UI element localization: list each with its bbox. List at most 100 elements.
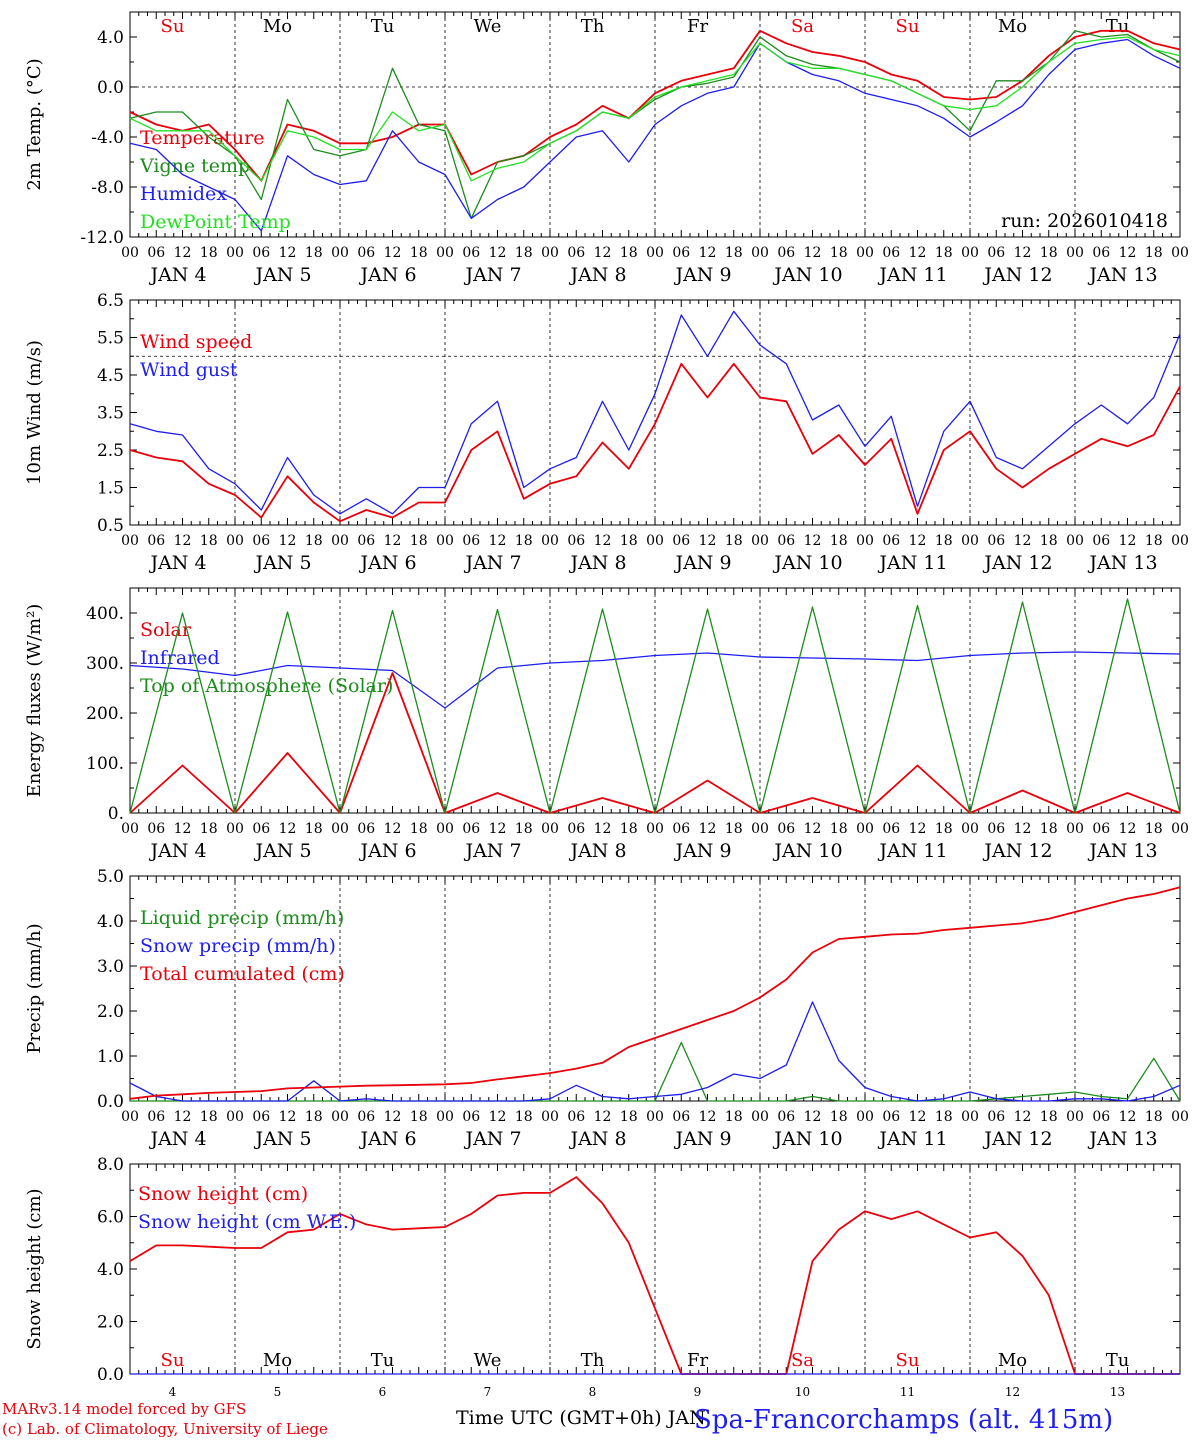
- x-date-label: JAN 8: [568, 264, 626, 286]
- x-hour-label: 00: [751, 533, 769, 549]
- x-hour-label: 00: [1171, 1109, 1189, 1125]
- y-tick-label: 3.5: [97, 404, 124, 424]
- day-number-label: 6: [379, 1385, 387, 1399]
- x-hour-label: 06: [567, 1109, 585, 1125]
- x-hour-label: 12: [804, 245, 822, 261]
- x-hour-label: 18: [725, 245, 743, 261]
- x-hour-label: 06: [987, 1109, 1005, 1125]
- credit-line-2: (c) Lab. of Climatology, University of L…: [2, 1420, 328, 1438]
- panel-2: 6.5 5.5 4.5 3.5 2.5 1.5 0.5 10m Wind (m/s) 00 06 1…: [24, 291, 1189, 574]
- weekday-label: Th: [581, 16, 605, 37]
- y-tick-label: 3.0: [97, 957, 124, 977]
- x-date-label: JAN 10: [772, 840, 842, 862]
- y-tick-label: 0.5: [97, 516, 124, 536]
- x-hour-label: 18: [515, 245, 533, 261]
- x-hour-label: 18: [830, 533, 848, 549]
- x-date-label: JAN 6: [358, 1128, 416, 1150]
- x-hour-label: 12: [1119, 1109, 1137, 1125]
- series-line-snow-height-cm-: [129, 1176, 1180, 1375]
- y-axis-label: 2m Temp. (°C): [24, 58, 45, 190]
- series-line-top-of-atmosphere-solar-: [129, 598, 1181, 814]
- x-hour-label: 06: [1092, 533, 1110, 549]
- x-hour-label: 12: [489, 1109, 507, 1125]
- x-date-label: JAN 7: [463, 552, 521, 574]
- y-tick-label: 4.5: [97, 366, 124, 386]
- x-hour-label: 06: [462, 245, 480, 261]
- x-date-label: JAN 11: [877, 840, 947, 862]
- x-hour-label: 00: [436, 1109, 454, 1125]
- legend-entry: Snow height (cm W.E.): [138, 1211, 356, 1233]
- x-hour-label: 18: [200, 821, 218, 837]
- y-tick-label: 100.: [86, 754, 124, 774]
- x-hour-label: 12: [384, 245, 402, 261]
- x-hour-label: 00: [1066, 533, 1084, 549]
- x-hour-label: 00: [226, 245, 244, 261]
- x-hour-label: 06: [357, 245, 375, 261]
- weekday-label: Mo: [998, 16, 1027, 37]
- x-hour-label: 12: [489, 821, 507, 837]
- x-hour-label: 12: [1119, 533, 1137, 549]
- x-hour-label: 12: [279, 821, 297, 837]
- weekday-label: Su: [161, 16, 185, 37]
- x-hour-label: 00: [331, 1109, 349, 1125]
- series-line-vigne-temp: [129, 30, 1181, 219]
- x-hour-label: 06: [672, 1109, 690, 1125]
- y-tick-label: 4.0: [97, 28, 124, 48]
- x-hour-label: 00: [541, 245, 559, 261]
- y-tick-label: 400.: [86, 604, 124, 624]
- panels: 4.0 0.0 -4.0 -8.0 -12.0 2m Temp. (°C) 00 06 12 18…: [24, 11, 1189, 1399]
- y-tick-label: 1.0: [97, 1047, 124, 1067]
- x-hour-label: 18: [1145, 245, 1163, 261]
- x-hour-label: 12: [1014, 533, 1032, 549]
- x-hour-label: 00: [436, 821, 454, 837]
- x-hour-label: 12: [804, 821, 822, 837]
- credit-line-1: MARv3.14 model forced by GFS: [2, 1400, 246, 1418]
- x-hour-label: 12: [1119, 821, 1137, 837]
- x-hour-label: 12: [384, 821, 402, 837]
- x-hour-label: 12: [594, 821, 612, 837]
- x-hour-label: 00: [1171, 245, 1189, 261]
- x-date-label: JAN 13: [1087, 1128, 1157, 1150]
- x-hour-label: 00: [226, 533, 244, 549]
- x-date-label: JAN 10: [772, 552, 842, 574]
- y-tick-label: 8.0: [97, 1155, 124, 1175]
- x-hour-label: 00: [961, 1109, 979, 1125]
- x-date-label: JAN 7: [463, 1128, 521, 1150]
- x-hour-label: 12: [909, 245, 927, 261]
- x-hour-label: 00: [961, 533, 979, 549]
- x-hour-label: 18: [1145, 1109, 1163, 1125]
- x-hour-label: 12: [279, 1109, 297, 1125]
- x-hour-label: 18: [1040, 821, 1058, 837]
- legend-entry: Infrared: [140, 647, 220, 669]
- x-date-label: JAN 12: [982, 264, 1052, 286]
- x-hour-label: 18: [410, 1109, 428, 1125]
- y-tick-label: 2.0: [97, 1002, 124, 1022]
- x-hour-label: 18: [935, 1109, 953, 1125]
- x-date-label: JAN 5: [253, 840, 311, 862]
- x-hour-label: 12: [699, 245, 717, 261]
- x-hour-label: 18: [620, 245, 638, 261]
- x-hour-label: 06: [567, 245, 585, 261]
- x-hour-label: 00: [646, 533, 664, 549]
- x-hour-label: 00: [1066, 821, 1084, 837]
- day-number-label: 11: [900, 1385, 915, 1399]
- x-date-label: JAN 7: [463, 264, 521, 286]
- x-hour-label: 00: [646, 1109, 664, 1125]
- day-number-label: 8: [589, 1385, 597, 1399]
- x-hour-label: 12: [174, 821, 192, 837]
- legend-entry: Total cumulated (cm): [140, 963, 345, 985]
- x-hour-label: 06: [882, 533, 900, 549]
- legend-entry: Top of Atmosphere (Solar): [140, 675, 393, 697]
- x-hour-label: 18: [1040, 533, 1058, 549]
- y-tick-label: 200.: [86, 704, 124, 724]
- x-hour-label: 00: [751, 1109, 769, 1125]
- series-line-humidex: [129, 38, 1181, 232]
- x-date-label: JAN 6: [358, 552, 416, 574]
- x-hour-label: 00: [1066, 245, 1084, 261]
- x-hour-label: 18: [935, 533, 953, 549]
- x-hour-label: 06: [1092, 821, 1110, 837]
- x-date-label: JAN 13: [1087, 552, 1157, 574]
- x-hour-label: 12: [384, 533, 402, 549]
- legend-entry: Snow precip (mm/h): [140, 935, 336, 957]
